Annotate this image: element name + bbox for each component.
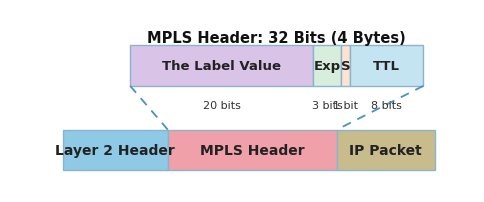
Text: IP Packet: IP Packet [348,143,421,157]
Bar [336,130,434,170]
Text: MPLS Header: MPLS Header [199,143,304,157]
Text: MPLS Header: 32 Bits (4 Bytes): MPLS Header: 32 Bits (4 Bytes) [147,31,405,45]
Text: Exp: Exp [313,60,340,73]
Bar [349,46,423,86]
Bar [340,46,349,86]
Text: 8 bits: 8 bits [370,100,401,110]
Text: 20 bits: 20 bits [202,100,240,110]
Bar [167,130,336,170]
Bar [313,46,340,86]
Text: 1 bit: 1 bit [333,100,357,110]
Text: S: S [340,60,349,73]
Bar [130,46,313,86]
Text: TTL: TTL [372,60,399,73]
Text: 3 bits: 3 bits [311,100,342,110]
Text: Layer 2 Header: Layer 2 Header [55,143,175,157]
Bar [62,130,167,170]
Text: The Label Value: The Label Value [162,60,281,73]
